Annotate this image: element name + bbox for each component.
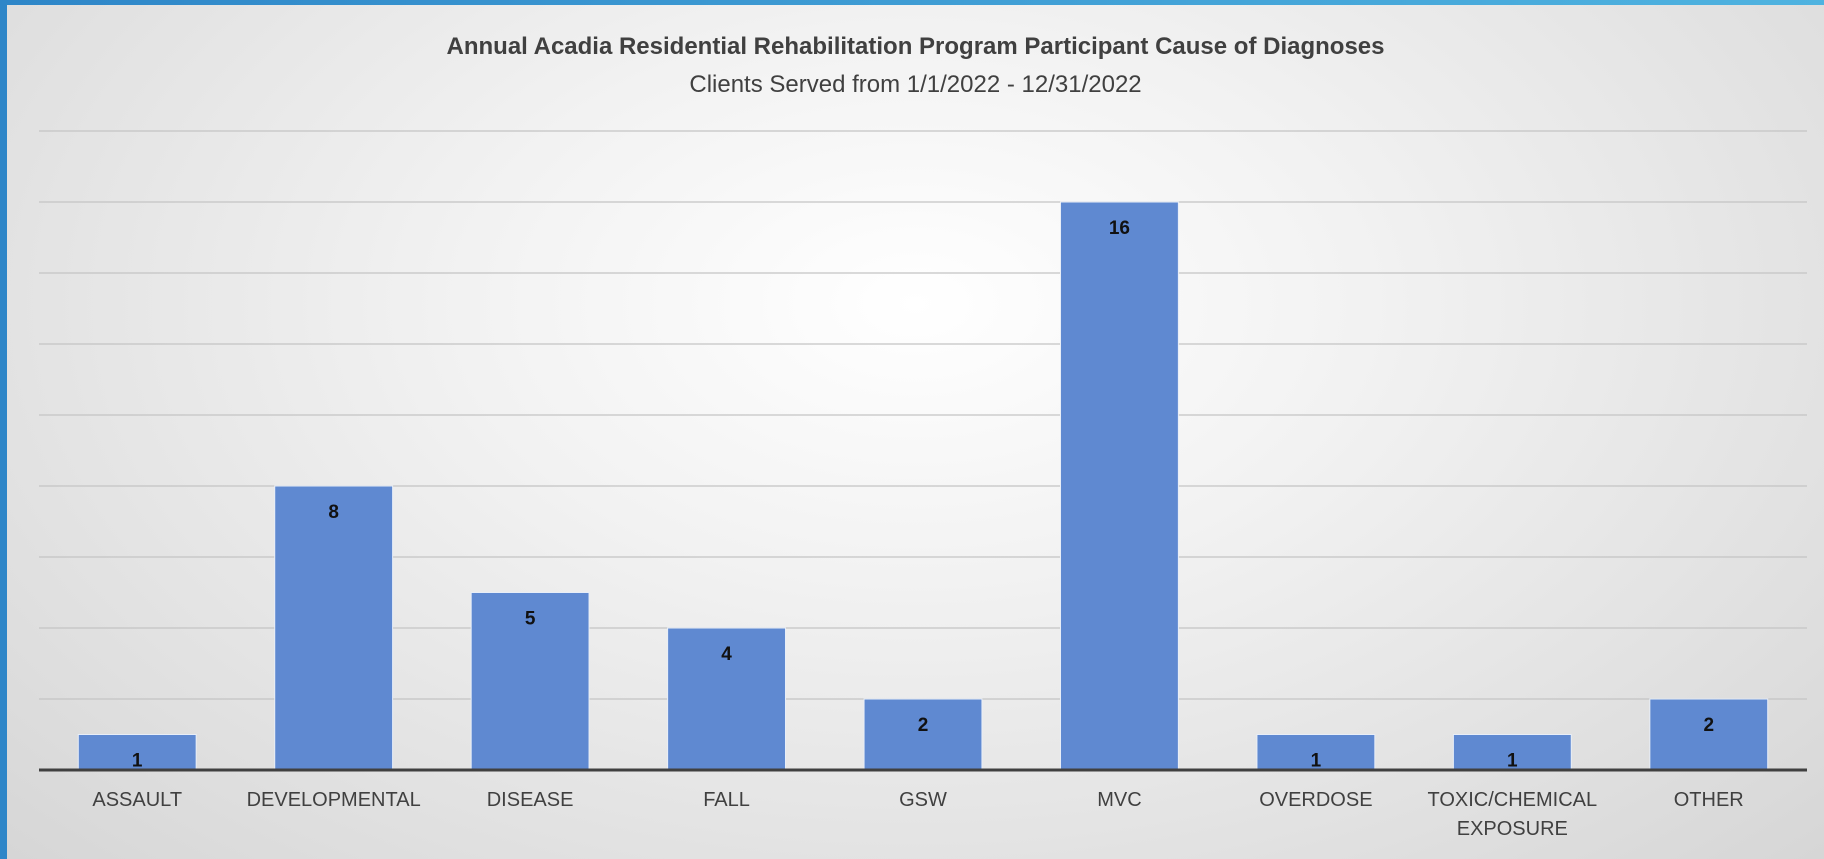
bar — [1649, 698, 1769, 771]
x-tick-label: DISEASE — [486, 789, 574, 811]
x-tick-label: GSW — [899, 789, 947, 811]
bar — [274, 485, 394, 771]
chart-area: Annual Acadia Residential Rehabilitation… — [7, 5, 1824, 859]
plot: 1 8 5 4 2 16 1 1 2 — [39, 130, 1807, 772]
data-label: 5 — [525, 609, 536, 630]
x-tick-label: FALL — [703, 789, 750, 811]
data-label: 1 — [132, 751, 143, 772]
x-tick-label: MVC — [1097, 789, 1142, 811]
data-label: 1 — [1311, 751, 1322, 772]
bar — [1452, 734, 1572, 771]
x-tick-label: ASSAULT — [92, 789, 183, 811]
data-label: 16 — [1109, 218, 1130, 239]
x-tick-label: DEVELOPMENTAL — [246, 789, 421, 811]
bar — [1256, 734, 1376, 771]
data-label: 2 — [918, 715, 929, 736]
chart-subtitle: Clients Served from 1/1/2022 - 12/31/202… — [689, 71, 1142, 98]
bar — [863, 698, 983, 771]
data-label: 2 — [1703, 715, 1714, 736]
chart-title: Annual Acadia Residential Rehabilitation… — [446, 33, 1385, 60]
x-tick-label: OTHER — [1673, 789, 1744, 811]
x-tick-label: OVERDOSE — [1259, 789, 1373, 811]
data-label: 4 — [721, 644, 732, 665]
bar — [1060, 201, 1179, 771]
data-label: 8 — [328, 502, 339, 523]
x-tick-label: TOXIC/CHEMICAL EXPOSURE — [1427, 789, 1598, 840]
data-label: 1 — [1507, 751, 1518, 772]
